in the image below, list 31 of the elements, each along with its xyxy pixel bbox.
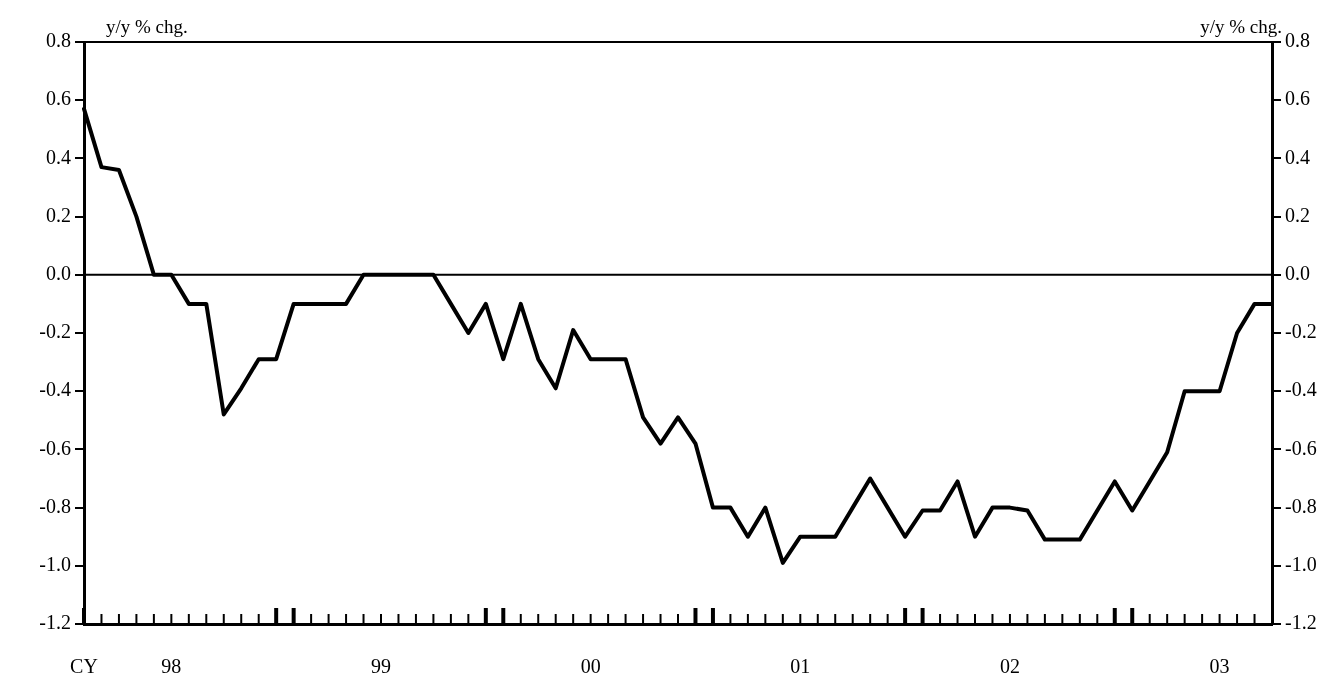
y-tick-label: -0.2 <box>39 320 71 343</box>
y2-axis-title: y/y % chg. <box>1200 16 1282 38</box>
y2-tick-label: -1.2 <box>1285 611 1317 634</box>
y2-tick-label: 0.8 <box>1285 29 1310 52</box>
y-tick-label: -0.6 <box>39 436 71 459</box>
y2-tick-label: 0.0 <box>1285 262 1310 285</box>
y-tick-label: -0.4 <box>39 378 71 401</box>
y-tick-label: 0.4 <box>46 145 71 168</box>
x-tick-label: 03 <box>1209 655 1230 678</box>
y-tick-label: -1.0 <box>39 553 71 576</box>
y-tick-label: 0.8 <box>46 29 71 52</box>
y-tick-label: 0.0 <box>46 262 71 285</box>
y2-tick-label: -0.2 <box>1285 320 1317 343</box>
y2-tick-label: 0.2 <box>1285 203 1310 226</box>
y2-tick-label: -0.6 <box>1285 436 1317 459</box>
y2-tick-label: 0.6 <box>1285 87 1310 110</box>
x-tick-label: 99 <box>371 655 391 678</box>
x-tick-label: 98 <box>161 655 182 678</box>
y-tick-label: -1.2 <box>39 611 71 634</box>
x-tick-label: 01 <box>790 655 811 678</box>
y2-tick-label: 0.4 <box>1285 145 1310 168</box>
x-tick-label: 00 <box>580 655 601 678</box>
x-tick-label: 02 <box>999 655 1020 678</box>
y-tick-label: 0.6 <box>46 87 71 110</box>
y2-tick-label: -0.4 <box>1285 378 1317 401</box>
y2-tick-label: -0.8 <box>1285 494 1317 517</box>
y-tick-label: -0.8 <box>39 494 71 517</box>
x-tick-label: CY <box>70 655 98 678</box>
y-axis-title: y/y % chg. <box>106 16 188 38</box>
y-tick-label: 0.2 <box>46 203 71 226</box>
y2-tick-label: -1.0 <box>1285 553 1317 576</box>
